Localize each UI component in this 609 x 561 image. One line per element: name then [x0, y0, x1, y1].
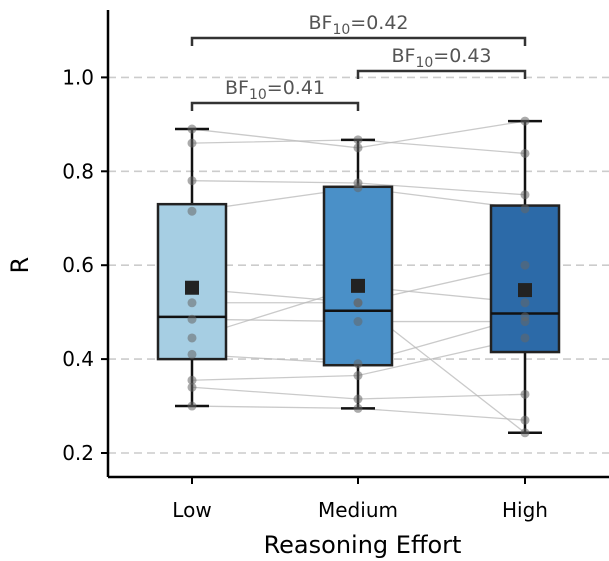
data-point	[520, 415, 530, 425]
data-point	[187, 176, 197, 186]
axes: 0.2 0.4 0.6 0.8 1.0 Low Medium High	[62, 10, 609, 522]
x-tick-label: Low	[172, 498, 211, 522]
y-tick-label: 0.4	[62, 347, 94, 371]
y-tick-label: 0.8	[62, 159, 94, 183]
data-point	[187, 333, 197, 343]
data-point	[187, 349, 197, 359]
data-point	[520, 148, 530, 158]
data-point	[187, 375, 197, 385]
data-point	[520, 116, 530, 126]
data-point	[520, 298, 530, 308]
bf-bracket	[190, 36, 527, 46]
bayes-factor-annotations: BF10=0.41 BF10=0.43 BF10=0.42	[190, 12, 527, 111]
data-point	[353, 317, 363, 327]
x-tick-label: Medium	[318, 498, 398, 522]
data-point	[187, 298, 197, 308]
bf-bracket	[190, 101, 360, 111]
data-point	[353, 371, 363, 381]
mean-marker	[351, 278, 365, 293]
data-point	[353, 135, 363, 145]
data-point	[187, 124, 197, 134]
y-tick-label: 0.6	[62, 253, 94, 277]
data-point	[353, 359, 363, 369]
data-point	[353, 183, 363, 193]
boxes	[156, 119, 561, 435]
y-axis-title: R	[6, 257, 34, 274]
x-tick-label: High	[502, 498, 548, 522]
box-medium	[322, 185, 394, 367]
mean-marker	[185, 280, 199, 295]
data-point	[520, 428, 530, 438]
data-point	[187, 314, 197, 324]
box-high	[489, 204, 561, 354]
bf-label: BF10=0.43	[391, 45, 491, 71]
bf-label: BF10=0.42	[308, 12, 408, 38]
box-low	[156, 202, 228, 361]
y-tick-label: 0.2	[62, 441, 94, 465]
data-point	[187, 401, 197, 411]
bf-bracket	[356, 69, 527, 79]
data-point	[353, 298, 363, 308]
data-point	[520, 312, 530, 322]
data-point	[520, 260, 530, 270]
data-point	[187, 382, 197, 392]
data-point	[520, 389, 530, 399]
data-point	[520, 190, 530, 200]
data-point	[353, 143, 363, 153]
y-tick-label: 1.0	[62, 65, 94, 89]
x-axis-title: Reasoning Effort	[264, 531, 462, 559]
mean-markers	[185, 278, 532, 298]
mean-marker	[518, 283, 532, 298]
data-point	[520, 333, 530, 343]
data-points	[187, 116, 530, 438]
data-point	[353, 394, 363, 404]
data-point	[187, 206, 197, 216]
data-point	[520, 204, 530, 214]
data-point	[187, 138, 197, 148]
bf-label: BF10=0.41	[225, 77, 325, 103]
data-point	[353, 403, 363, 413]
